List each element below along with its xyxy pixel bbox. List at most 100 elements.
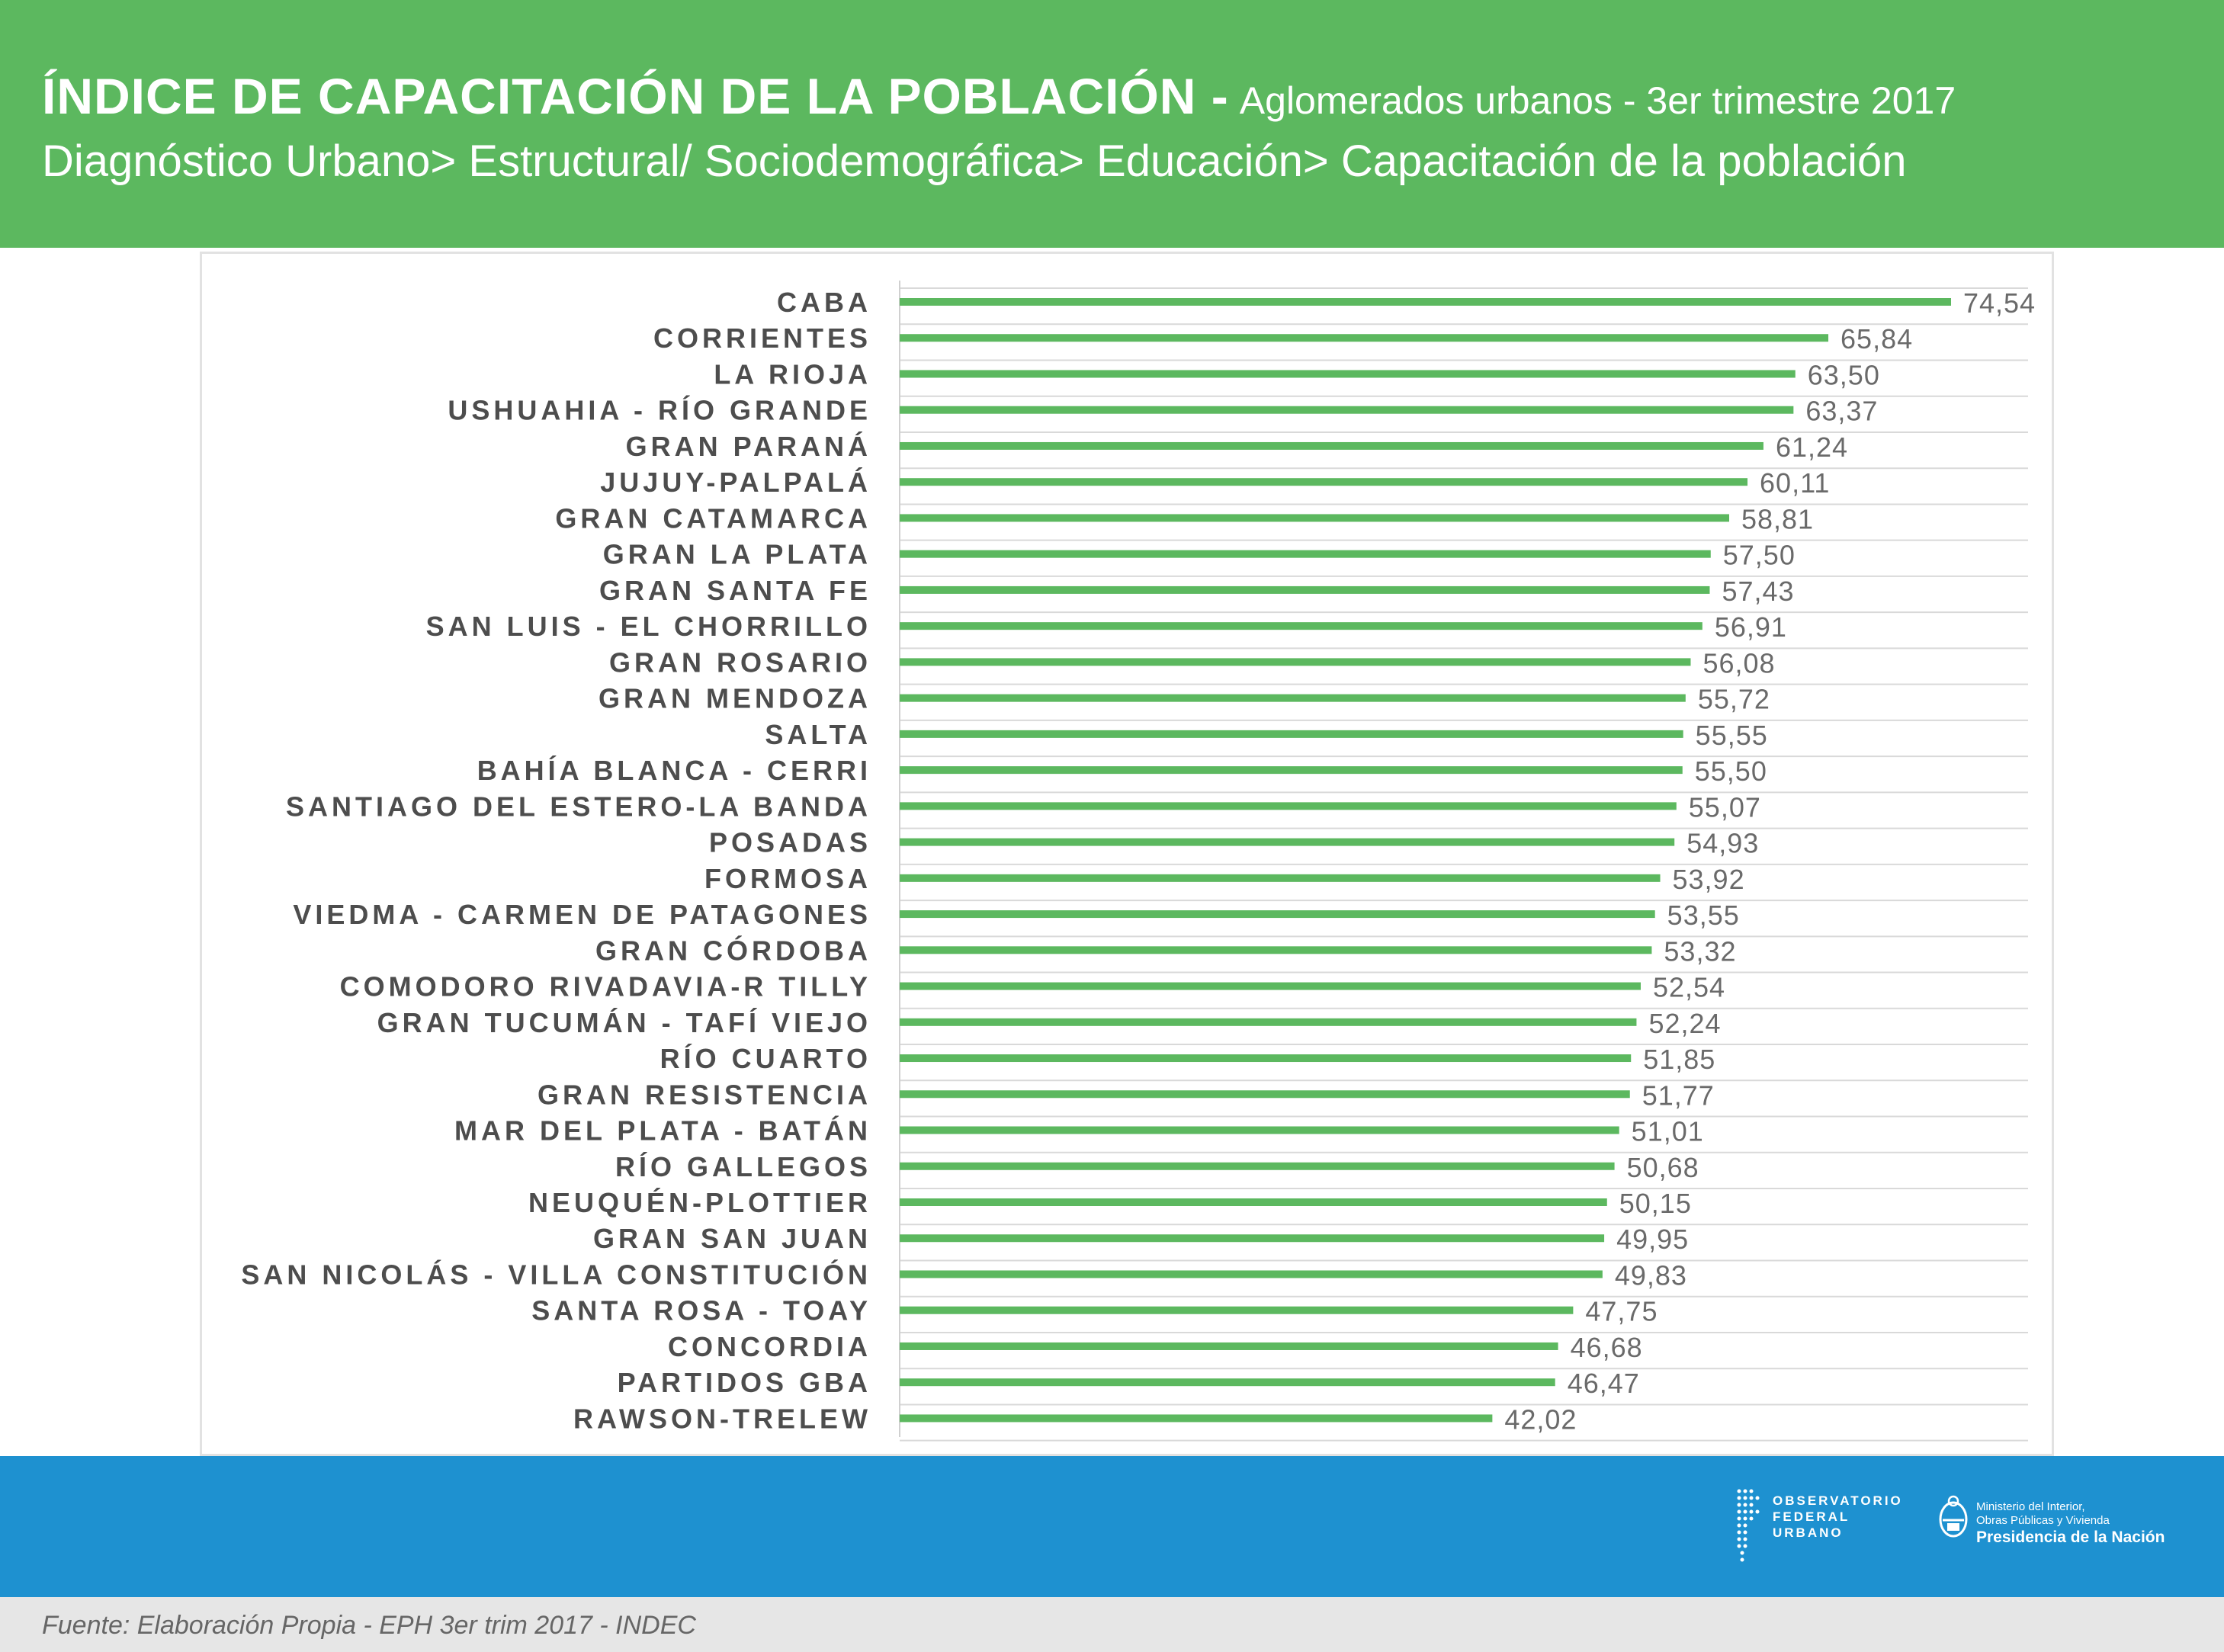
category-label: SAN LUIS - EL CHORRILLO [426,611,871,642]
category-label: RÍO GALLEGOS [615,1151,871,1182]
bar [900,1378,1555,1387]
value-label: 51,77 [1642,1079,1715,1111]
coat-of-arms-icon [1939,1495,1968,1538]
value-label: 55,07 [1689,791,1761,823]
category-label: GRAN MENDOZA [599,683,871,714]
ministry-text: Ministerio del Interior, Obras Públicas … [1976,1500,2165,1548]
value-label: 54,93 [1686,828,1759,859]
bar [900,1414,1493,1423]
observatorio-text: OBSERVATORIO FEDERAL URBANO [1773,1493,1903,1541]
value-label: 56,08 [1702,647,1775,678]
footer-bar: OBSERVATORIO FEDERAL URBANO Ministerio d… [0,1456,2224,1597]
bar [900,982,1641,990]
value-label: 51,01 [1632,1116,1704,1147]
bar [900,334,1829,342]
category-label: SANTA ROSA - TOAY [531,1295,871,1326]
category-label: COMODORO RIVADAVIA-R TILLY [340,971,871,1002]
ministry-line-1: Ministerio del Interior, [1976,1500,2085,1513]
source-note: Fuente: Elaboración Propia - EPH 3er tri… [42,1611,696,1640]
bar [900,946,1652,954]
value-label: 74,54 [1963,287,2036,319]
value-label: 50,15 [1619,1188,1692,1219]
bar [900,1198,1607,1206]
bar [900,514,1729,522]
category-label: CONCORDIA [668,1331,871,1362]
ofu-line: URBANO [1773,1525,1844,1540]
value-label: 50,68 [1627,1152,1699,1183]
category-label: NEUQUÉN-PLOTTIER [528,1187,871,1218]
category-label: GRAN SAN JUAN [593,1223,871,1254]
value-label: 60,11 [1760,467,1830,499]
value-label: 55,55 [1696,720,1768,751]
value-label: 63,37 [1805,396,1878,427]
value-label: 65,84 [1840,323,1913,354]
bar [900,585,1710,594]
bar [900,406,1794,414]
category-label: VIEDMA - CARMEN DE PATAGONES [293,899,871,930]
bar [900,1270,1603,1278]
category-label: SAN NICOLÁS - VILLA CONSTITUCIÓN [241,1258,871,1290]
category-label: GRAN CATAMARCA [555,502,871,534]
page-title: ÍNDICE DE CAPACITACIÓN DE LA POBLACIÓN - [42,68,1229,124]
value-label: 49,83 [1615,1259,1687,1291]
value-label: 46,47 [1568,1368,1640,1399]
value-label: 53,55 [1667,900,1740,931]
ministry-line-3: Presidencia de la Nación [1976,1529,2165,1546]
category-label: GRAN SANTA FE [599,575,871,606]
bar [900,1054,1632,1063]
value-label: 47,75 [1585,1296,1658,1327]
value-label: 42,02 [1504,1403,1577,1435]
breadcrumb: Diagnóstico Urbano> Estructural/ Sociode… [42,136,1907,186]
bar [900,694,1686,702]
page-subtitle: Aglomerados urbanos - 3er trimestre 2017 [1239,79,1956,122]
category-label: CORRIENTES [653,322,871,354]
value-label: 58,81 [1741,503,1814,534]
bar [900,802,1677,810]
ofu-line: FEDERAL [1773,1509,1850,1524]
value-label: 57,43 [1722,576,1794,607]
bar [900,441,1763,450]
bar [900,1342,1558,1350]
source-bar: Fuente: Elaboración Propia - EPH 3er tri… [0,1597,2224,1652]
ministry-line-2: Obras Públicas y Vivienda [1976,1514,2110,1527]
bar [900,1234,1605,1243]
category-label: RAWSON-TRELEW [573,1403,871,1434]
title-line: ÍNDICE DE CAPACITACIÓN DE LA POBLACIÓN -… [42,67,1956,125]
value-label: 63,50 [1808,359,1880,390]
observatorio-logo: OBSERVATORIO FEDERAL URBANO [1735,1487,1901,1567]
bar [900,1018,1637,1026]
category-label: GRAN TUCUMÁN - TAFÍ VIEJO [377,1007,871,1038]
chart-panel: CABA 74,54 CORRIENTES 65,84 LA RIOJA 63,50 USH… [200,252,2054,1456]
value-label: 61,24 [1776,431,1848,463]
bar-chart: CABA 74,54 CORRIENTES 65,84 LA RIOJA 63,50 USH… [241,281,2036,1442]
dots-logo-icon [1737,1489,1760,1562]
value-label: 52,54 [1653,972,1725,1003]
category-label: JUJUY-PALPALÁ [600,467,871,498]
bar [900,1090,1630,1099]
value-label: 52,24 [1648,1008,1721,1039]
category-label: USHUAHIA - RÍO GRANDE [448,395,871,426]
value-label: 53,92 [1673,864,1745,895]
category-label: SANTIAGO DEL ESTERO-LA BANDA [286,791,871,822]
bar [900,1126,1619,1134]
bar [900,1306,1574,1314]
bar [900,1162,1615,1170]
value-label: 49,95 [1616,1224,1689,1255]
category-label: BAHÍA BLANCA - CERRI [477,755,871,786]
bar [900,730,1683,738]
value-label: 53,32 [1664,935,1736,967]
header-banner: ÍNDICE DE CAPACITACIÓN DE LA POBLACIÓN -… [0,0,2224,248]
bar [900,658,1691,666]
bar [900,550,1711,558]
bar [900,910,1655,919]
category-label: GRAN ROSARIO [609,646,871,678]
ofu-line: OBSERVATORIO [1773,1493,1903,1508]
bar [900,622,1702,630]
category-label: SALTA [765,719,871,750]
category-label: GRAN PARANÁ [626,431,871,462]
category-label: GRAN LA PLATA [603,539,871,570]
category-label: GRAN CÓRDOBA [595,934,871,966]
bar [900,298,1951,306]
category-label: MAR DEL PLATA - BATÁN [454,1115,871,1147]
category-label: LA RIOJA [714,358,871,390]
